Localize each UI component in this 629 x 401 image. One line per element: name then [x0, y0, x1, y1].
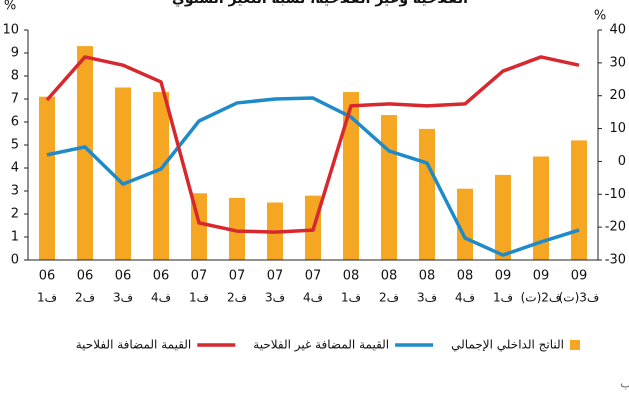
x-tick-quarter: ف2	[75, 291, 95, 305]
legend-label: القيمة المضافة غير الفلاحية	[253, 338, 389, 353]
x-tick-quarter: ف4	[303, 291, 323, 305]
y2-tick-label: 40	[609, 23, 626, 38]
y-tick-label: 5	[11, 138, 19, 153]
bar	[115, 87, 131, 260]
legend-label: الناتج الداخلي الإجمالي	[451, 338, 564, 352]
bar	[77, 46, 93, 260]
x-tick-year: 09	[571, 269, 588, 284]
chart-title: الفلاحية وغير الفلاحية، نسبة التغير السن…	[172, 0, 468, 8]
x-tick-year: 07	[229, 269, 246, 284]
y2-tick-label: 20	[609, 88, 626, 103]
x-tick-year: 07	[305, 269, 322, 284]
x-tick-quarter: ف1	[189, 291, 209, 305]
y-tick-label: 9	[11, 46, 19, 61]
x-tick-quarter: ف2	[379, 291, 399, 305]
y-tick-label: 1	[11, 230, 19, 245]
x-tick-quarter: ف3	[113, 291, 133, 305]
y-tick-label: 2	[11, 207, 19, 222]
y-tick-label: 6	[11, 115, 19, 130]
line	[45, 55, 580, 234]
y-tick-label: 3	[11, 184, 19, 199]
x-tick-year: 09	[533, 269, 550, 284]
x-tick-year: 06	[39, 269, 56, 284]
y2-tick-label: 10	[609, 121, 626, 136]
legend-label: القيمة المضافة الفلاحية	[76, 338, 192, 352]
y-tick-label: 7	[11, 92, 19, 107]
y2-tick-label: -30	[605, 253, 626, 268]
x-tick-year: 08	[343, 269, 360, 284]
x-tick-year: 08	[457, 269, 474, 284]
x-tick-quarter: ف4	[455, 291, 475, 305]
bar	[153, 92, 169, 260]
y2-tick-label: -20	[605, 220, 626, 235]
x-tick-quarter: ف1	[493, 291, 513, 305]
x-tick-quarter: ف1	[341, 291, 361, 305]
y-tick-label: 10	[2, 23, 19, 38]
bar	[495, 174, 511, 260]
x-tick-year: 09	[495, 269, 512, 284]
bar	[533, 156, 549, 260]
bar	[457, 188, 473, 260]
y2-unit: %	[594, 9, 606, 24]
bar	[381, 115, 397, 260]
x-tick-year: 06	[115, 269, 132, 284]
x-tick-year: 08	[419, 269, 436, 284]
x-tick-quarter: ف2(ت)	[521, 291, 562, 305]
legend-swatch	[570, 340, 580, 350]
y2-tick-label: -10	[605, 187, 626, 202]
y-tick-label: 4	[11, 161, 19, 176]
source: المصادر: المندوبية السامية للتخطيط وتوقع…	[620, 377, 629, 392]
bar	[39, 96, 55, 260]
bar	[229, 197, 245, 260]
x-tick-quarter: ف3	[265, 291, 285, 305]
x-tick-year: 08	[381, 269, 398, 284]
x-tick-quarter: ف3	[417, 291, 437, 305]
x-tick-quarter: ف2	[227, 291, 247, 305]
bar	[571, 140, 587, 260]
y-tick-label: 0	[11, 253, 19, 268]
x-tick-year: 07	[267, 269, 284, 284]
x-tick-year: 07	[191, 269, 208, 284]
x-tick-quarter: ف4	[151, 291, 171, 305]
y-tick-label: 8	[11, 69, 19, 84]
x-tick-quarter: ف1	[37, 291, 57, 305]
y2-tick-label: 0	[618, 154, 626, 169]
x-tick-year: 06	[153, 269, 170, 284]
bar	[419, 128, 435, 260]
line	[46, 96, 580, 257]
y-unit: %	[4, 0, 16, 14]
x-tick-year: 06	[77, 269, 94, 284]
x-tick-quarter: ف3(ت)	[559, 291, 600, 305]
bar	[343, 92, 359, 260]
y2-tick-label: 30	[609, 55, 626, 70]
